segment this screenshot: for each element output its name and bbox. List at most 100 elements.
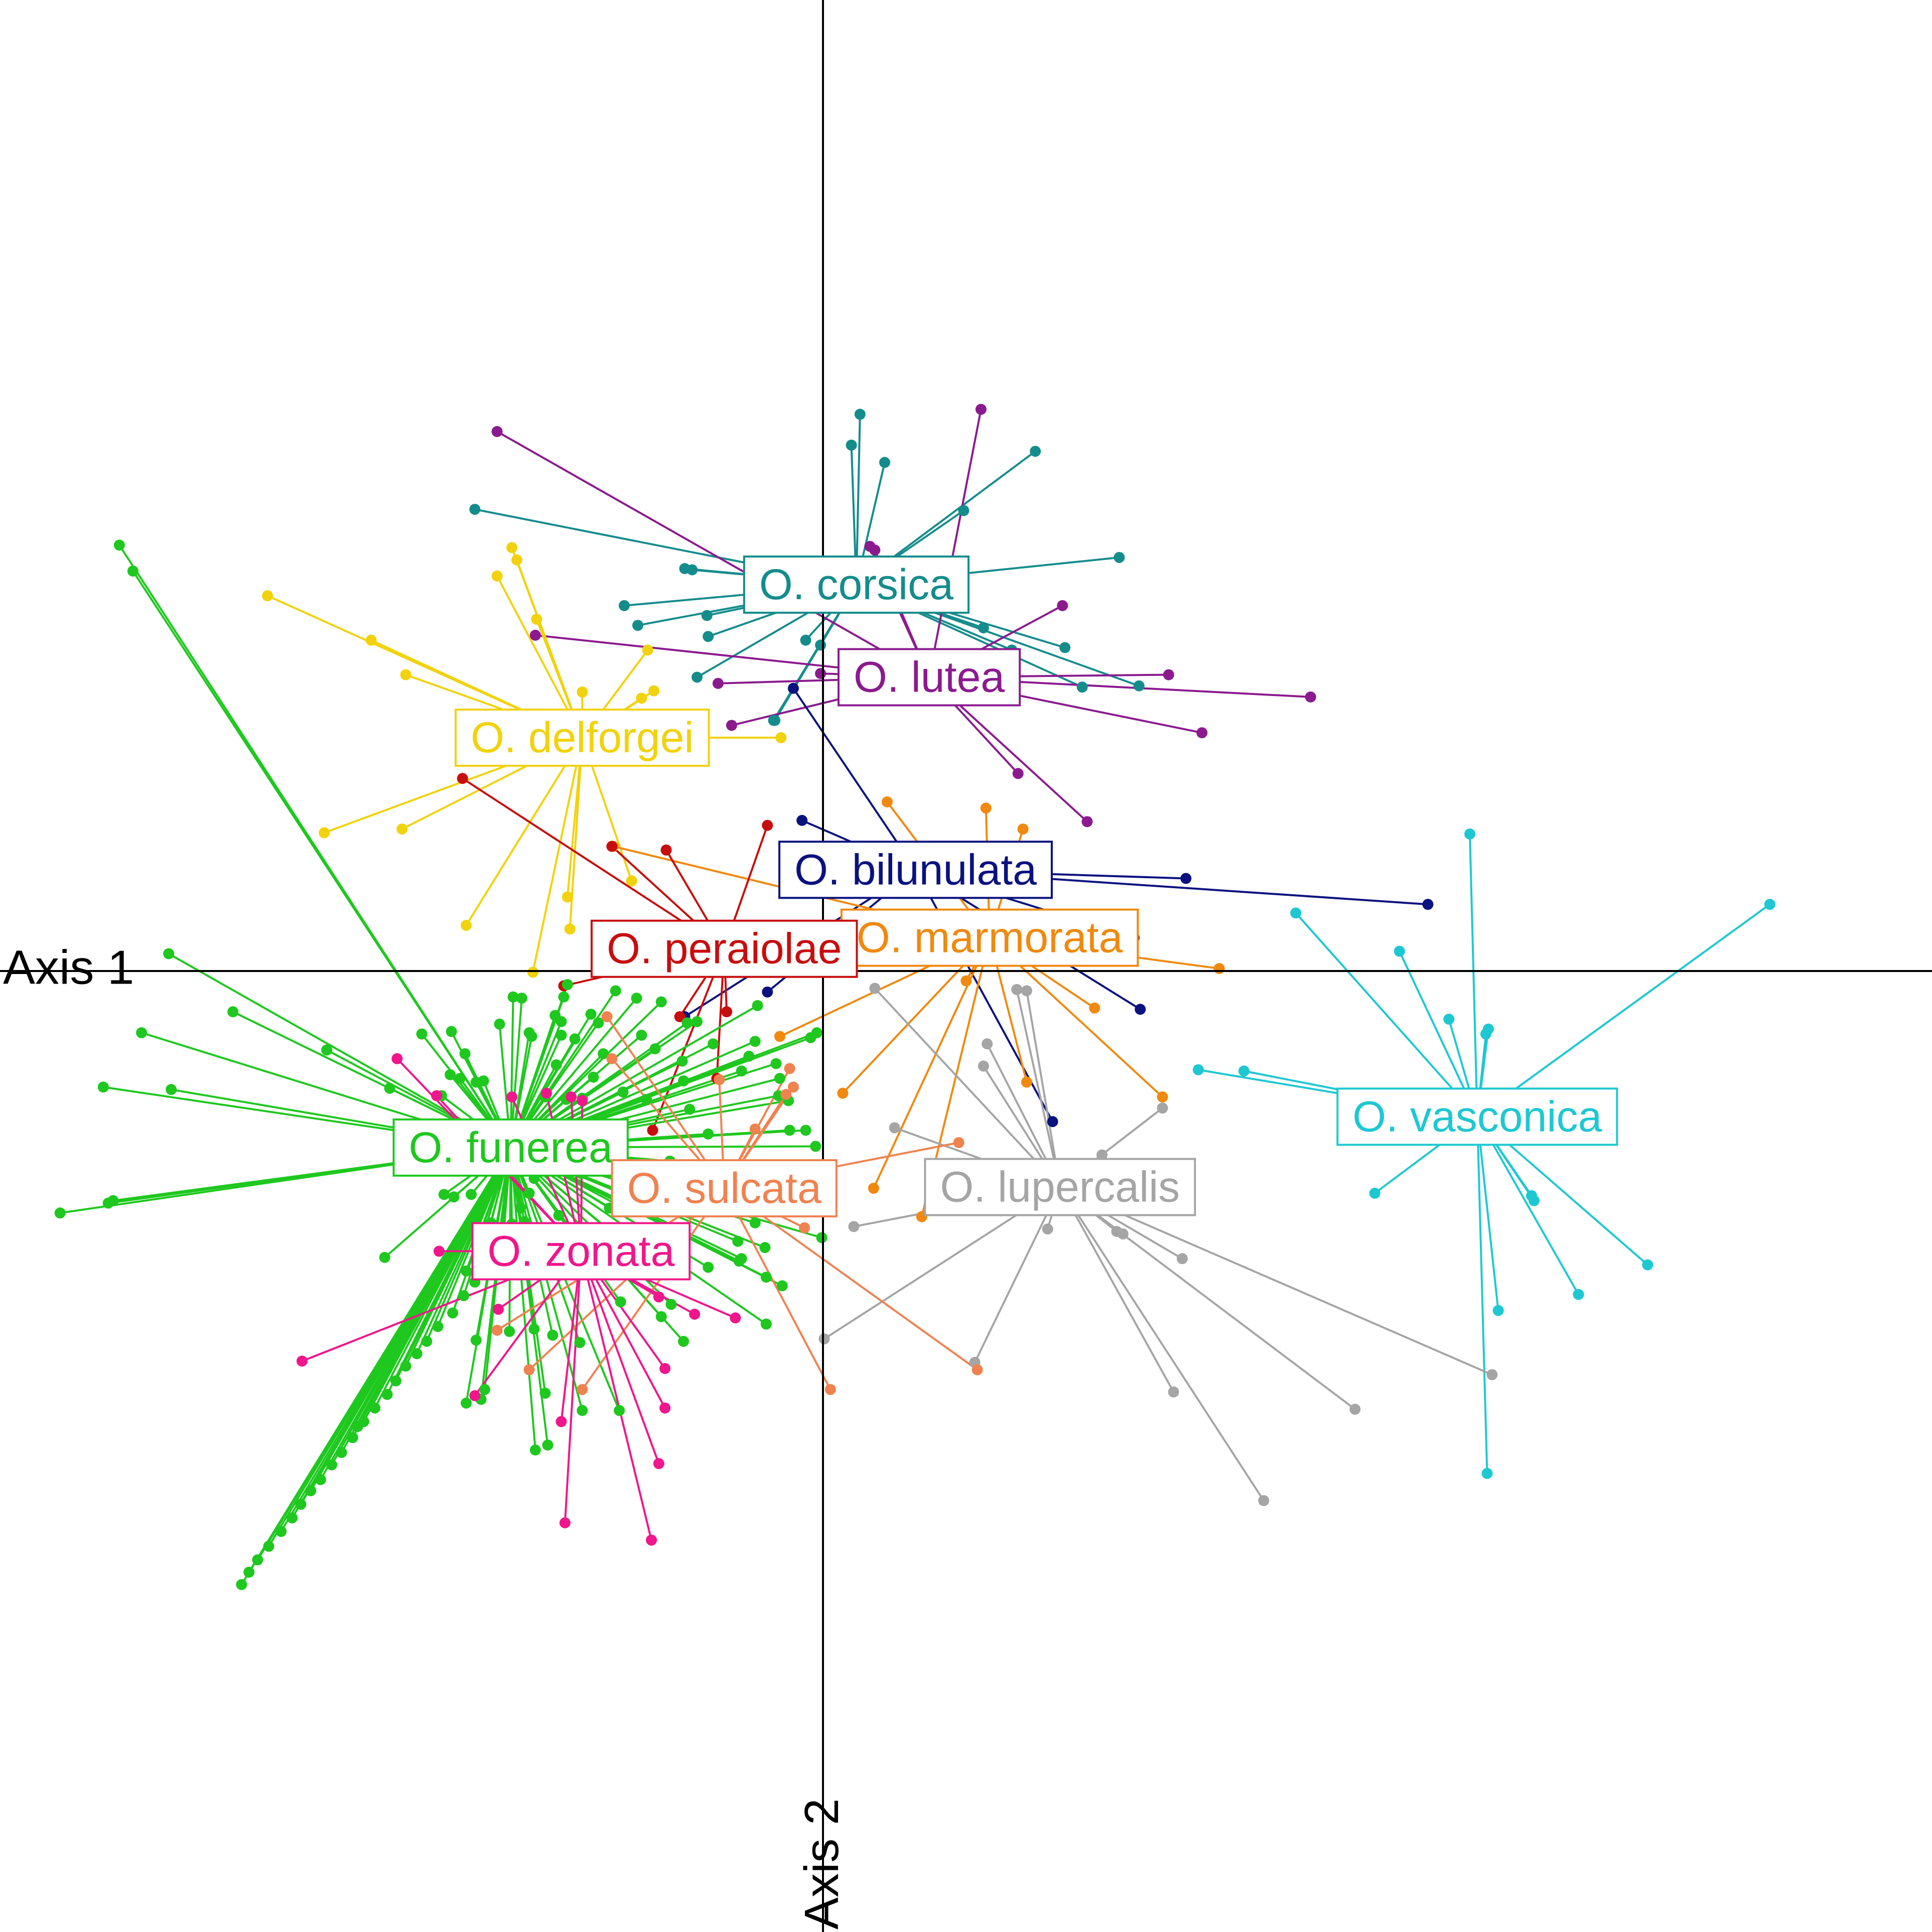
o-funerea-point (461, 1265, 472, 1277)
o-funerea-point (800, 1125, 811, 1136)
o-delforgei-point (562, 891, 573, 903)
o-sulcata-point (799, 1222, 810, 1233)
o-sulcata-point (972, 1364, 983, 1375)
o-vasconica-point (1492, 1305, 1504, 1316)
o-delforgei-point (775, 732, 787, 744)
o-zonata-point (646, 1535, 657, 1546)
o-funerea-point (127, 565, 139, 577)
o-bilunulata-point (787, 682, 799, 694)
o-sulcata-point (953, 1137, 964, 1148)
o-corsica-point (686, 564, 698, 576)
o-corsica-point (703, 631, 714, 642)
o-funerea-point (593, 1017, 604, 1029)
o-corsica-point (768, 715, 779, 726)
o-lupercalis-point (1096, 1149, 1108, 1161)
o-funerea-point (390, 1375, 401, 1387)
o-bilunulata-point (1422, 899, 1434, 910)
o-funerea-point (459, 1048, 471, 1059)
o-corsica-point (815, 639, 826, 651)
o-funerea-point (588, 1071, 599, 1083)
o-funerea-point (558, 991, 570, 1003)
o-funerea-point (295, 1498, 307, 1510)
o-marmorata-point (837, 1087, 849, 1099)
o-funerea-point (54, 1207, 66, 1219)
o-vasconica-label-box (1336, 1087, 1618, 1146)
o-funerea-spoke (132, 570, 512, 1148)
o-funerea-point (113, 539, 125, 551)
o-corsica-point (1030, 446, 1041, 457)
o-lutea-point (815, 668, 826, 679)
o-delforgei-point (396, 823, 408, 835)
o-funerea-point (649, 1043, 661, 1054)
o-marmorata-point (960, 975, 972, 987)
o-bilunulata-point (1047, 1116, 1058, 1128)
o-funerea-label-box (392, 1118, 629, 1177)
o-funerea-point (523, 1027, 535, 1038)
o-funerea-point (655, 1311, 667, 1322)
o-funerea-point (400, 1360, 411, 1372)
o-vasconica-spoke (1476, 903, 1770, 1118)
o-funerea-point (448, 1191, 460, 1203)
o-funerea-point (446, 1026, 457, 1037)
o-funerea-point (102, 1197, 114, 1209)
o-lupercalis-spoke (1016, 989, 1061, 1187)
o-sulcata-point (601, 1011, 613, 1023)
o-delforgei-spoke (531, 737, 584, 973)
o-funerea-point (243, 1567, 255, 1578)
o-sulcata-point (523, 1364, 535, 1375)
o-lupercalis-label-text: O. lupercalis (940, 1163, 1180, 1211)
o-lupercalis-point (1117, 1228, 1129, 1239)
o-funerea-point (504, 1326, 515, 1337)
o-vasconica-point (1573, 1289, 1584, 1300)
o-vasconica-point (1642, 1259, 1653, 1271)
o-lutea-point (491, 426, 503, 437)
o-funerea-point (438, 1189, 450, 1200)
o-funerea-point (816, 1232, 827, 1244)
o-delforgei-point (491, 570, 503, 582)
o-lupercalis-point (1486, 1369, 1498, 1381)
o-peraiolae-point (674, 1011, 685, 1023)
o-funerea-point (681, 1017, 693, 1029)
o-sulcata-point (491, 1324, 503, 1336)
o-funerea-point (384, 1082, 395, 1094)
o-funerea-point (478, 1075, 489, 1086)
o-lupercalis-point (1157, 1102, 1168, 1114)
o-funerea-point (252, 1554, 263, 1566)
o-zonata-point (653, 1291, 664, 1303)
o-vasconica-point (1480, 1028, 1492, 1040)
o-lutea-point (975, 403, 987, 415)
o-funerea-spoke (509, 1147, 536, 1450)
o-funerea-label: O. funerea (392, 1118, 629, 1177)
o-sulcata-point (787, 1081, 799, 1093)
o-funerea-point (556, 1029, 567, 1041)
o-sulcata-spoke (724, 1187, 978, 1371)
o-lupercalis-point (869, 983, 881, 994)
o-funerea-point (416, 1028, 428, 1040)
o-corsica-point (1059, 642, 1071, 653)
o-vasconica-point (1369, 1187, 1381, 1199)
o-zonata-point (659, 1402, 671, 1414)
o-lupercalis-point (1011, 984, 1023, 995)
o-peraiolae-label: O. peraiolae (590, 919, 858, 978)
o-corsica-point (1114, 551, 1125, 563)
o-delforgei-point (531, 613, 542, 625)
o-corsica-label-text: O. corsica (759, 561, 953, 609)
o-funerea-point (749, 1036, 761, 1047)
o-vasconica-label-text: O. vasconica (1352, 1092, 1602, 1141)
o-zonata-point (566, 1091, 577, 1102)
o-peraiolae-label-text: O. peraiolae (607, 925, 842, 973)
o-zonata-point (469, 1390, 481, 1402)
o-zonata-point (689, 1308, 701, 1320)
o-lupercalis-point (1042, 1223, 1053, 1235)
o-lutea-point (1081, 816, 1093, 827)
o-funerea-point (562, 979, 573, 991)
o-funerea-point (458, 1290, 470, 1301)
o-funerea-point (227, 1006, 239, 1018)
o-funerea-point (743, 1050, 755, 1062)
o-lupercalis-point (1258, 1495, 1270, 1506)
o-funerea-point (421, 1336, 433, 1347)
o-lupercalis-point (978, 1060, 989, 1072)
o-funerea-point (810, 1141, 821, 1152)
y-axis-label: Axis 2 (795, 1799, 849, 1929)
o-funerea-point (703, 1128, 714, 1140)
